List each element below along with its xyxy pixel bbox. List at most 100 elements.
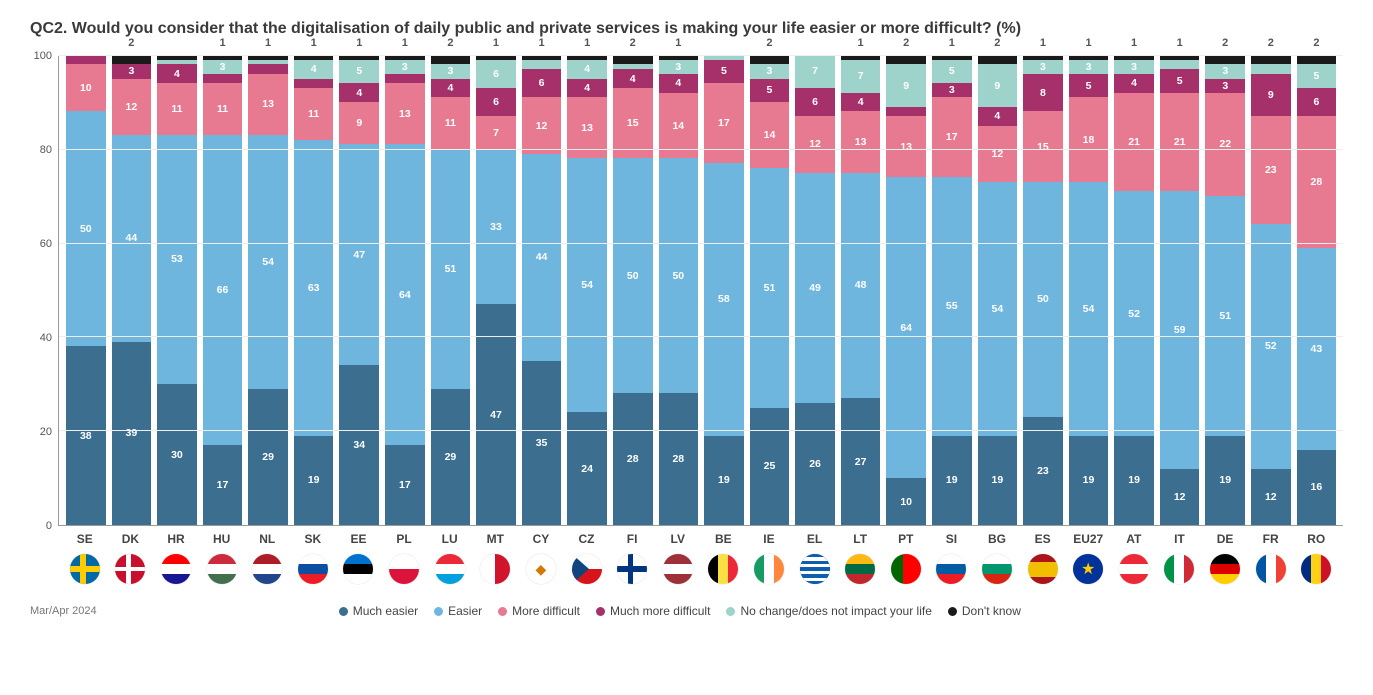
flag-icon — [936, 554, 966, 584]
segment-easier: 58 — [704, 163, 744, 436]
flag-icon — [1256, 554, 1286, 584]
x-label: ES — [1023, 532, 1063, 546]
bar-FI: 22850154 — [613, 55, 653, 525]
segment-more_diff: 13 — [385, 83, 425, 144]
flag-cell — [156, 554, 196, 584]
x-label: EU27 — [1068, 532, 1108, 546]
bar-EL: 26491267 — [795, 55, 835, 525]
chart-title: QC2. Would you consider that the digital… — [30, 20, 1343, 38]
flag-cell — [430, 554, 470, 584]
segment-easier: 44 — [112, 135, 152, 342]
segment-much_easier: 29 — [431, 389, 471, 525]
flag-icon — [70, 554, 100, 584]
y-tick-label: 20 — [40, 426, 52, 438]
segment-more_diff: 21 — [1160, 93, 1200, 192]
top-label: 1 — [356, 37, 362, 49]
segment-much_easier: 30 — [157, 384, 197, 525]
bar-CZ: 124541344 — [567, 55, 607, 525]
segment-easier: 49 — [795, 173, 835, 403]
segment-much_easier: 25 — [750, 408, 790, 526]
segment-more_diff: 11 — [203, 83, 243, 135]
bar-HR: 3053114 — [157, 55, 197, 525]
segment-more_diff: 23 — [1251, 116, 1291, 224]
legend-label: Much more difficult — [610, 604, 710, 618]
x-label: FI — [612, 532, 652, 546]
top-label: 1 — [1177, 37, 1183, 49]
legend-swatch-icon — [434, 607, 443, 616]
segment-dont_know — [978, 55, 1018, 64]
segment-dont_know — [1205, 55, 1245, 64]
segment-more_diff: 12 — [795, 116, 835, 172]
segment-much_more: 3 — [1205, 79, 1245, 93]
bar-LV: 128501443 — [659, 55, 699, 525]
flag-cell — [612, 554, 652, 584]
segment-much_easier: 35 — [522, 361, 562, 526]
segment-much_easier: 19 — [932, 436, 972, 525]
flag-icon — [480, 554, 510, 584]
segment-no_change: 3 — [1023, 60, 1063, 74]
segment-much_easier: 19 — [294, 436, 334, 525]
segment-much_easier: 19 — [704, 436, 744, 525]
legend-swatch-icon — [596, 607, 605, 616]
segment-much_easier: 39 — [112, 342, 152, 525]
segment-easier: 54 — [248, 135, 288, 389]
flag-cell — [293, 554, 333, 584]
flag-cell — [886, 554, 926, 584]
segment-no_change: 3 — [1114, 60, 1154, 74]
top-label: 2 — [903, 37, 909, 49]
flag-cell — [339, 554, 379, 584]
segment-much_easier: 34 — [339, 365, 379, 525]
segment-much_more: 6 — [522, 69, 562, 97]
segment-much_more: 5 — [704, 60, 744, 84]
segment-easier: 52 — [1251, 224, 1291, 468]
segment-more_diff: 7 — [476, 116, 516, 149]
segment-easier: 43 — [1297, 248, 1337, 450]
legend-label: Easier — [448, 604, 482, 618]
flag-cell — [1251, 554, 1291, 584]
flag-icon — [1028, 554, 1058, 584]
bar-HU: 11766113 — [203, 55, 243, 525]
legend-label: Much easier — [353, 604, 418, 618]
segment-more_diff: 13 — [886, 116, 926, 177]
segment-much_more — [294, 79, 334, 88]
bar-LU: 229511143 — [431, 55, 471, 525]
flag-cell — [795, 554, 835, 584]
legend-item: No change/does not impact your life — [726, 604, 931, 618]
top-label: 1 — [311, 37, 317, 49]
x-label: HR — [156, 532, 196, 546]
top-label: 2 — [630, 37, 636, 49]
flag-icon — [298, 554, 328, 584]
legend-label: No change/does not impact your life — [740, 604, 931, 618]
segment-easier: 50 — [613, 158, 653, 393]
flag-cell — [932, 554, 972, 584]
flag-cell — [567, 554, 607, 584]
segment-much_easier: 19 — [978, 436, 1018, 525]
bar-IE: 225511453 — [750, 55, 790, 525]
segment-much_more: 6 — [476, 88, 516, 116]
segment-no_change: 9 — [978, 64, 1018, 106]
segment-much_easier: 23 — [1023, 417, 1063, 525]
segment-easier: 54 — [978, 182, 1018, 436]
segment-easier: 55 — [932, 177, 972, 436]
legend-item: More difficult — [498, 604, 580, 618]
segment-no_change: 9 — [886, 64, 926, 106]
top-label: 1 — [265, 37, 271, 49]
top-label: 1 — [1131, 37, 1137, 49]
bar-RO: 216432865 — [1297, 55, 1337, 525]
flag-cell — [384, 554, 424, 584]
bar-BG: 219541249 — [978, 55, 1018, 525]
flag-icon — [1164, 554, 1194, 584]
x-label: EE — [339, 532, 379, 546]
segment-much_more: 4 — [339, 83, 379, 102]
flag-icon — [891, 554, 921, 584]
segment-no_change: 3 — [1205, 64, 1245, 78]
segment-no_change — [1251, 64, 1291, 73]
segment-more_diff: 18 — [1069, 97, 1109, 182]
segment-more_diff: 9 — [339, 102, 379, 144]
bar-FR: 21252239 — [1251, 55, 1291, 525]
segment-much_easier: 38 — [66, 346, 106, 525]
top-label: 1 — [493, 37, 499, 49]
segment-much_easier: 12 — [1160, 469, 1200, 525]
segment-more_diff: 15 — [1023, 111, 1063, 182]
top-label: 1 — [1040, 37, 1046, 49]
